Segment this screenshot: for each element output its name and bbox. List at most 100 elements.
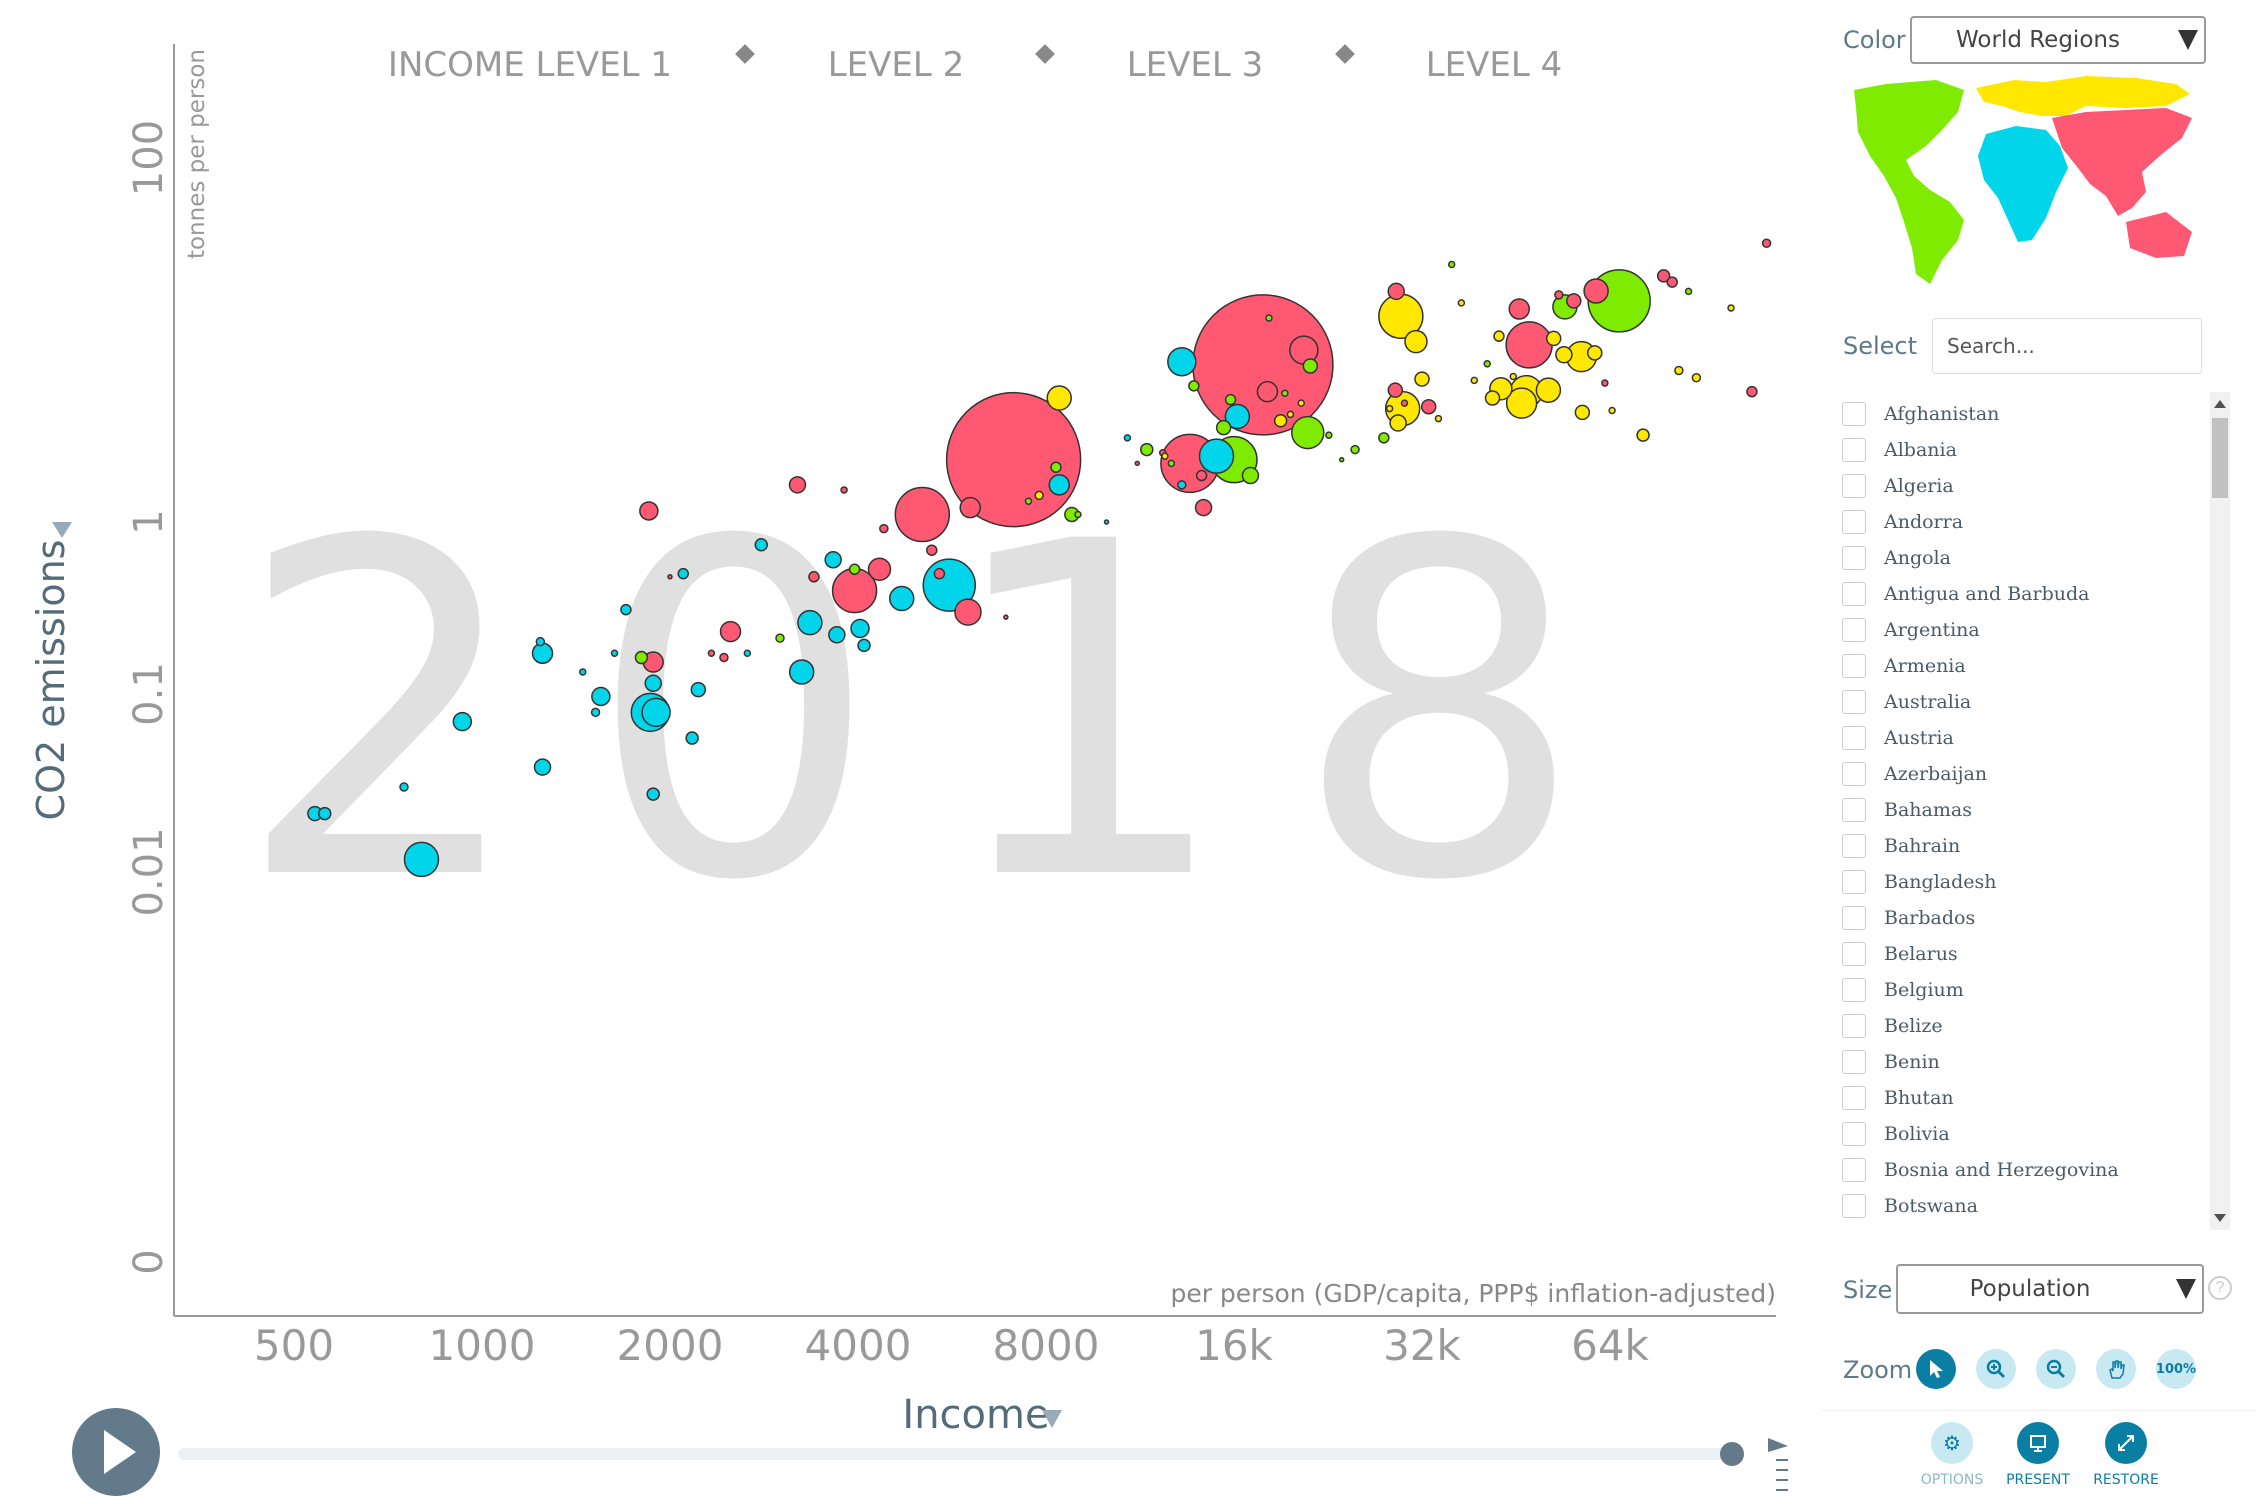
country-bubble[interactable] [1286,410,1295,419]
checkbox[interactable] [1842,942,1866,966]
country-bubble[interactable] [1265,314,1273,322]
country-bubble[interactable] [1420,398,1437,415]
country-bubble[interactable] [1378,432,1390,444]
present-button[interactable]: PRESENT [1998,1422,2078,1488]
country-bubble[interactable] [1256,380,1279,403]
country-bubble[interactable] [1727,304,1735,312]
checkbox[interactable] [1842,510,1866,534]
timeline-handle[interactable] [1720,1442,1744,1466]
checkbox[interactable] [1842,798,1866,822]
country-bubble[interactable] [1509,372,1518,381]
country-bubble[interactable] [1281,389,1289,397]
checkbox[interactable] [1842,870,1866,894]
country-option[interactable]: Algeria [1842,468,2208,504]
x-axis-title[interactable]: Income [902,1392,1049,1438]
country-bubble[interactable] [850,618,870,639]
checkbox[interactable] [1842,978,1866,1002]
country-bubble[interactable] [690,681,707,698]
country-bubble[interactable] [1140,442,1154,457]
scrollbar-thumb[interactable] [2212,418,2228,498]
country-bubble[interactable] [1457,299,1466,307]
options-button[interactable]: ⚙ OPTIONS [1912,1422,1992,1488]
country-bubble[interactable] [677,567,689,580]
country-bubble[interactable] [1046,385,1072,411]
country-bubble[interactable] [634,650,649,665]
country-bubble[interactable] [808,571,820,583]
country-bubble[interactable] [1389,414,1407,432]
country-bubble[interactable] [1636,428,1650,442]
country-option[interactable]: Belarus [1842,936,2208,972]
country-bubble[interactable] [1470,376,1479,385]
country-bubble[interactable] [926,544,938,556]
scroll-down-icon[interactable] [2214,1214,2226,1222]
country-bubble[interactable] [1691,373,1702,383]
country-bubble[interactable] [828,626,846,644]
country-option[interactable]: Afghanistan [1842,396,2208,432]
country-bubble[interactable] [1493,330,1505,342]
country-option[interactable]: Armenia [1842,648,2208,684]
size-dropdown[interactable]: Population [1896,1264,2204,1314]
scroll-up-icon[interactable] [2214,400,2226,408]
checkbox[interactable] [1842,1086,1866,1110]
pointer-tool-button[interactable] [1916,1349,1956,1389]
country-bubble[interactable] [754,537,769,552]
country-option[interactable]: Bosnia and Herzegovina [1842,1152,2208,1188]
checkbox[interactable] [1842,762,1866,786]
country-bubble[interactable] [894,486,951,543]
country-bubble[interactable] [620,603,632,616]
country-bubble[interactable] [1535,377,1562,403]
country-bubble[interactable] [1400,399,1409,407]
country-bubble[interactable] [788,659,815,685]
country-bubble[interactable] [954,598,982,626]
country-bubble[interactable] [840,486,848,494]
country-option[interactable]: Bahamas [1842,792,2208,828]
country-bubble[interactable] [1508,298,1530,320]
country-bubble[interactable] [1554,290,1564,300]
country-bubble[interactable] [1161,452,1169,460]
country-bubble[interactable] [788,476,807,494]
country-bubble[interactable] [1194,498,1213,517]
country-bubble[interactable] [1195,469,1208,482]
country-bubble[interactable] [1608,406,1616,415]
pan-button[interactable] [2096,1349,2136,1389]
country-bubble[interactable] [1505,321,1553,369]
country-bubble[interactable] [1134,460,1141,467]
checkbox[interactable] [1842,690,1866,714]
country-option[interactable]: Australia [1842,684,2208,720]
zoom-100-button[interactable]: 100% [2156,1349,2196,1389]
country-bubble[interactable] [1167,346,1197,377]
country-bubble[interactable] [531,642,554,665]
country-bubble[interactable] [1224,393,1237,406]
country-bubble[interactable] [610,649,619,658]
country-option[interactable]: Benin [1842,1044,2208,1080]
search-input[interactable] [1932,318,2202,374]
country-option[interactable]: Bahrain [1842,828,2208,864]
country-list-scrollbar[interactable] [2210,392,2230,1230]
country-bubble[interactable] [535,636,546,647]
country-bubble[interactable] [1350,444,1360,455]
country-bubble[interactable] [743,649,752,658]
color-dropdown[interactable]: World Regions [1910,16,2206,64]
checkbox[interactable] [1842,1014,1866,1038]
country-bubble[interactable] [1241,466,1260,485]
country-bubble[interactable] [1447,260,1456,269]
country-bubble[interactable] [1601,379,1609,387]
country-option[interactable]: Argentina [1842,612,2208,648]
speed-icon[interactable] [1768,1438,1788,1491]
country-option[interactable]: Bangladesh [1842,864,2208,900]
checkbox[interactable] [1842,402,1866,426]
country-option[interactable]: Austria [1842,720,2208,756]
country-bubble[interactable] [644,674,662,693]
country-bubble[interactable] [824,551,842,569]
zoom-out-button[interactable] [2036,1349,2076,1389]
country-option[interactable]: Belize [1842,1008,2208,1044]
y-axis-dropdown-icon[interactable] [52,522,72,538]
country-bubble[interactable] [1024,497,1033,506]
country-bubble[interactable] [590,707,601,718]
country-bubble[interactable] [1434,414,1443,423]
country-option[interactable]: Belgium [1842,972,2208,1008]
country-bubble[interactable] [685,731,699,745]
checkbox[interactable] [1842,582,1866,606]
country-bubble[interactable] [1387,382,1404,398]
checkbox[interactable] [1842,546,1866,570]
